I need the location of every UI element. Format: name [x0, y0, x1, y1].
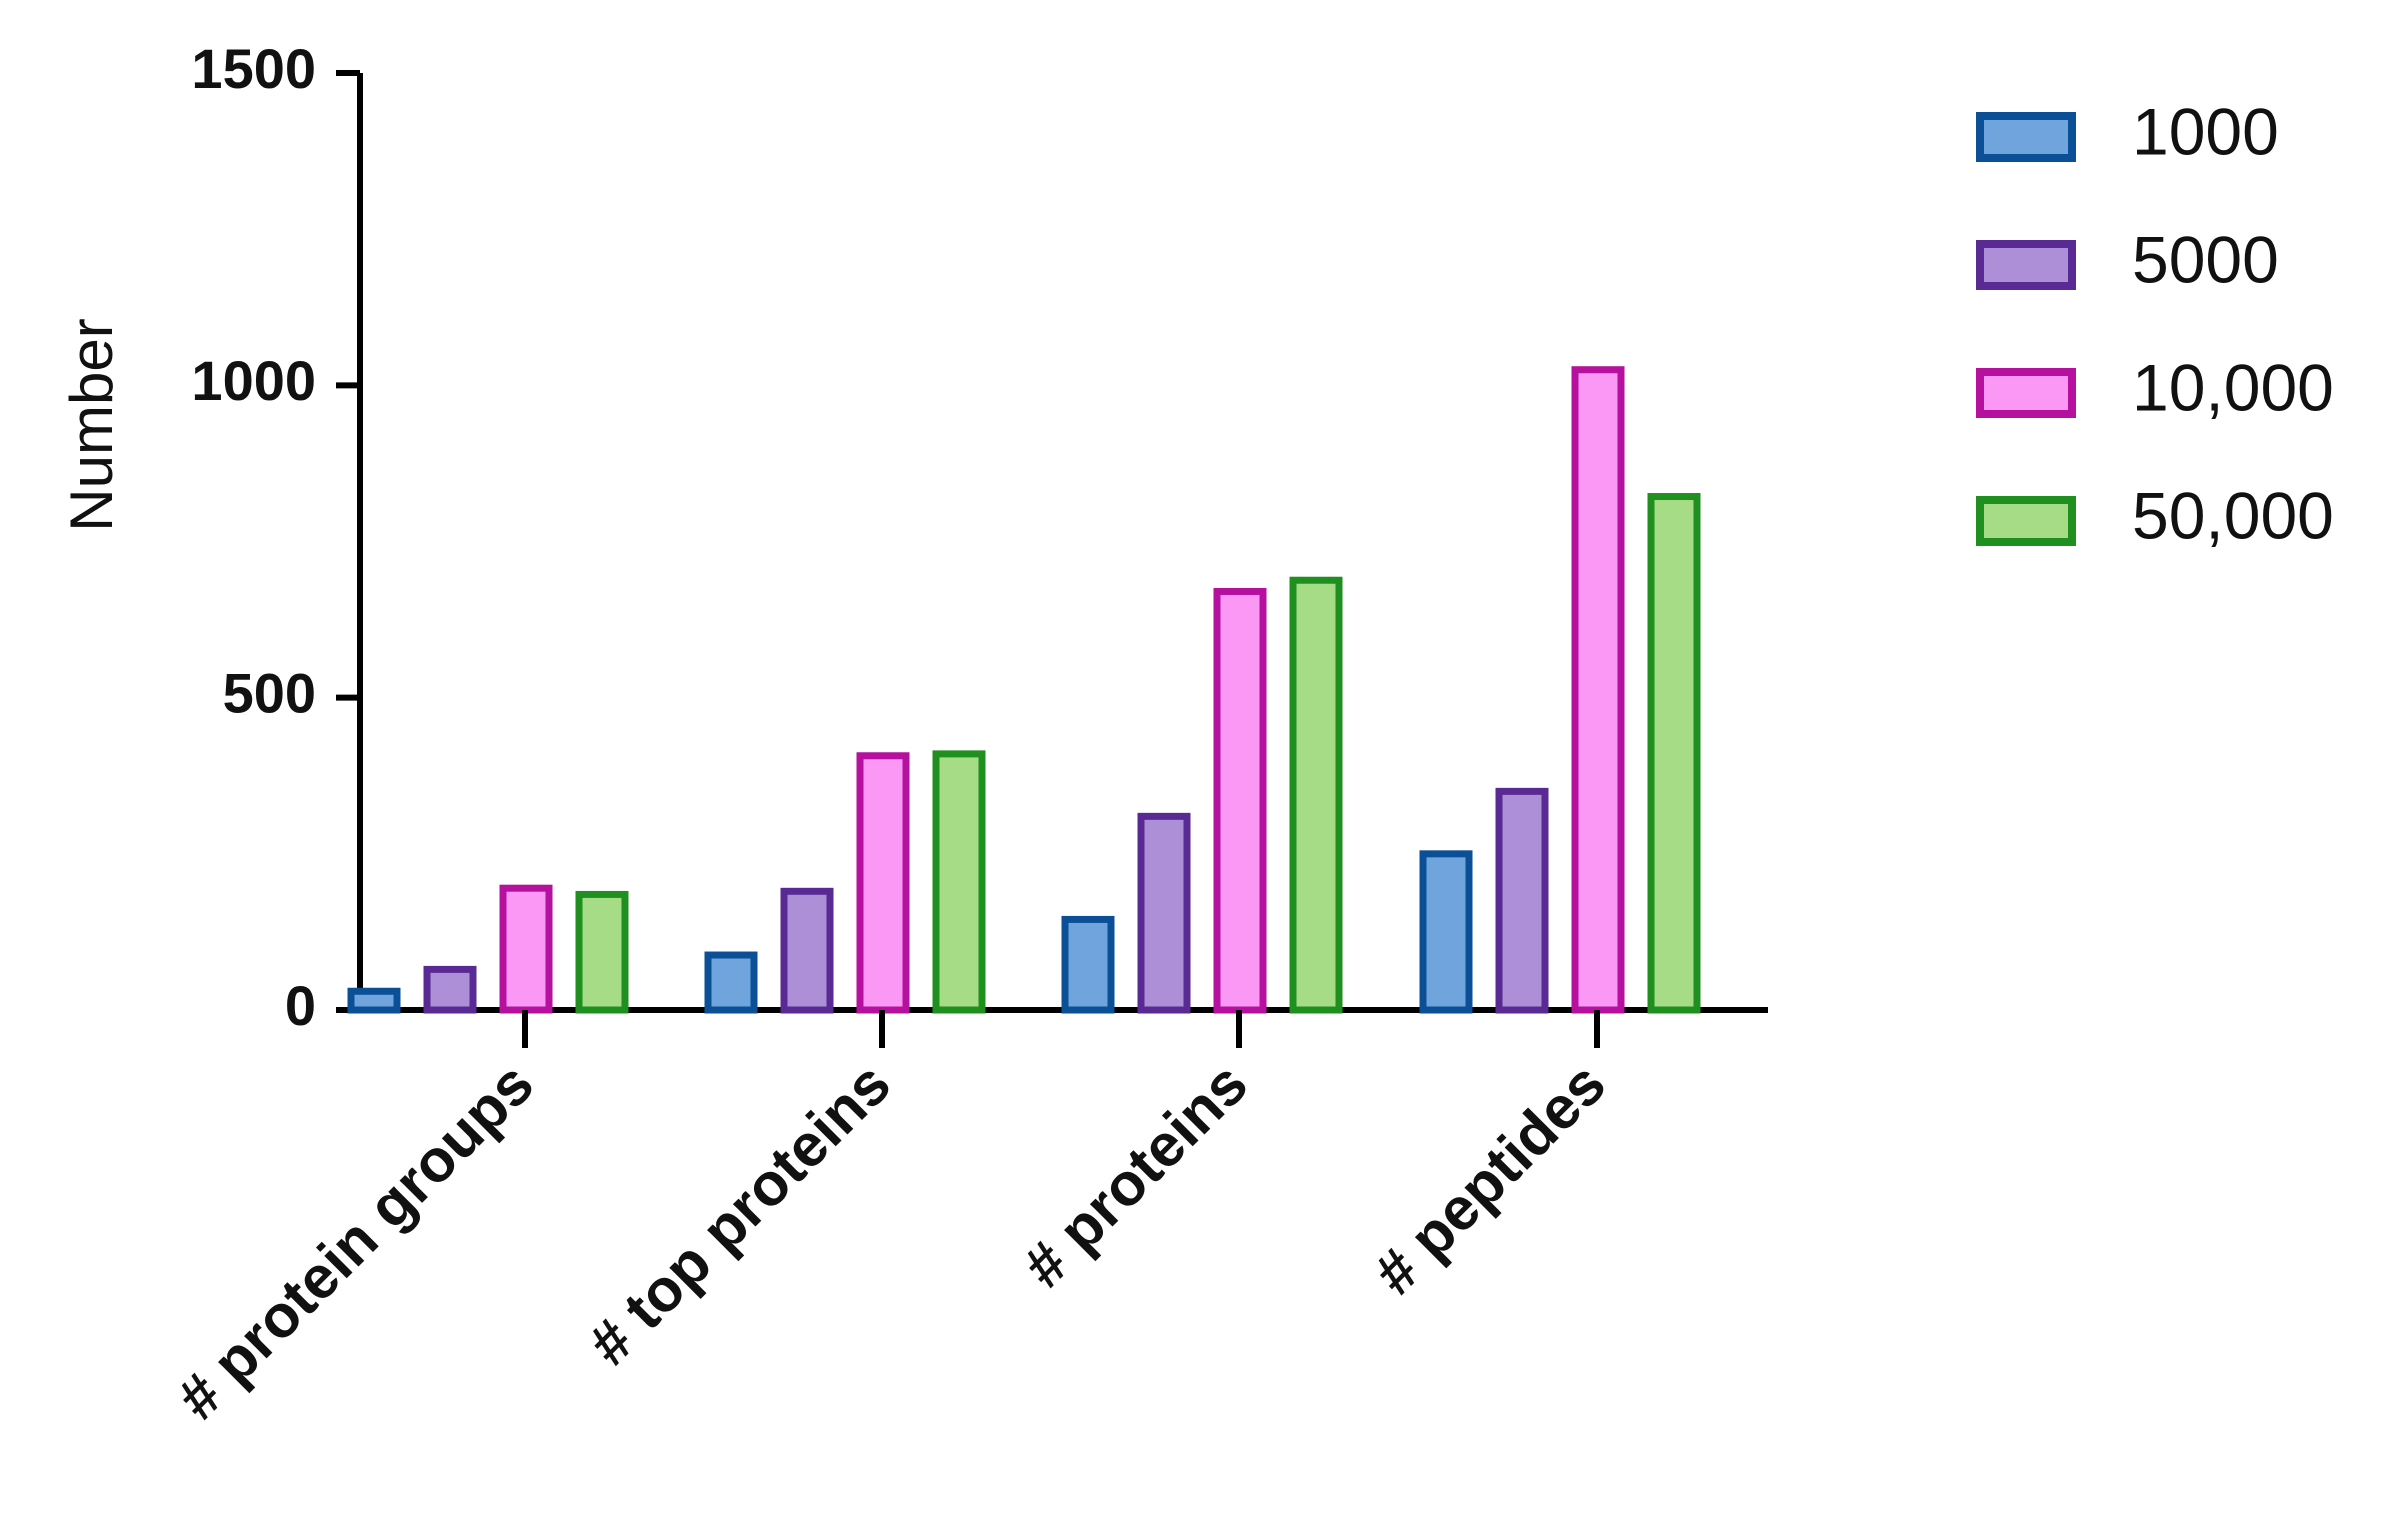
- bar: [1647, 493, 1701, 1014]
- bar: [499, 884, 553, 1014]
- legend-label: 5000: [2132, 222, 2279, 296]
- x-category-label: # peptides: [1361, 1050, 1618, 1307]
- bar: [1137, 812, 1191, 1014]
- axes: [357, 73, 1768, 1013]
- bar: [1289, 576, 1343, 1014]
- x-category-label: # top proteins: [575, 1050, 903, 1378]
- legend-swatch: [1976, 240, 2076, 290]
- series-1: [347, 850, 1473, 1014]
- bar: [1061, 915, 1115, 1014]
- bar: [423, 965, 477, 1014]
- legend-label: 1000: [2132, 94, 2279, 168]
- x-category-label: # protein groups: [164, 1050, 546, 1432]
- bar: [932, 750, 986, 1014]
- bar: [704, 951, 758, 1014]
- legend-swatch: [1976, 368, 2076, 418]
- x-axis-ticks: # protein groups # top proteins # proteins…: [164, 1010, 1618, 1432]
- bar: [1213, 587, 1267, 1014]
- bar: [856, 752, 910, 1014]
- legend-item: 1000: [1976, 94, 2279, 168]
- x-category-label: # proteins: [1010, 1050, 1260, 1300]
- bar: [780, 887, 834, 1014]
- y-tick-label: 500: [223, 661, 316, 724]
- legend-swatch: [1976, 496, 2076, 546]
- y-tick-label: 1000: [191, 349, 316, 412]
- series-2: [423, 787, 1549, 1014]
- y-tick-label: 0: [285, 974, 316, 1037]
- bar: [1419, 850, 1473, 1014]
- legend-swatch: [1976, 112, 2076, 162]
- legend-item: 10,000: [1976, 350, 2334, 424]
- legend: 1000 5000 10,000 50,000: [1976, 94, 2334, 552]
- series-4: [575, 493, 1701, 1014]
- bar: [575, 890, 629, 1014]
- legend-item: 50,000: [1976, 478, 2334, 552]
- y-axis-ticks: 0 500 1000 1500: [191, 37, 360, 1037]
- bar: [347, 987, 401, 1014]
- bar: [1495, 787, 1549, 1014]
- bar-series: [347, 366, 1701, 1014]
- y-axis-title: Number: [58, 318, 125, 531]
- legend-label: 50,000: [2132, 478, 2334, 552]
- series-3: [499, 366, 1625, 1014]
- legend-label: 10,000: [2132, 350, 2334, 424]
- legend-item: 5000: [1976, 222, 2279, 296]
- y-tick-label: 1500: [191, 37, 316, 100]
- bar: [1571, 366, 1625, 1014]
